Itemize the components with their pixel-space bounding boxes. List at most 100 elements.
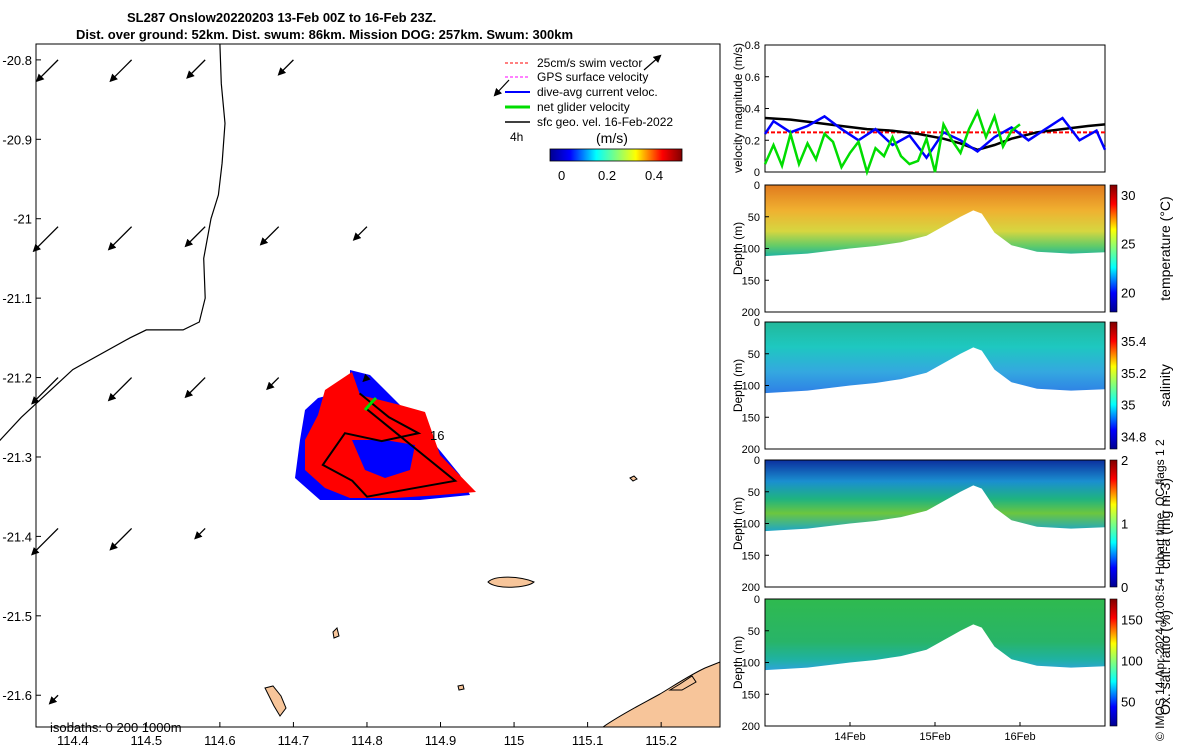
sfc-geo-vector	[259, 226, 280, 246]
profile-field	[765, 185, 1105, 257]
sfc-geo-vector	[48, 694, 59, 705]
profile-y-tick-label: 150	[742, 689, 760, 701]
profile-colorbar-tick: 150	[1121, 612, 1143, 627]
map-y-tick-label: -21.5	[2, 609, 32, 624]
velocity-y-tick-label: 0.6	[745, 72, 760, 84]
swim-vectors	[305, 372, 476, 498]
sfc-geo-vector	[362, 373, 371, 383]
map-x-tick-labels: 114.4 114.5 114.6 114.7 114.8 114.9 115 115.1 11…	[57, 722, 677, 748]
profile-ylabel: Depth (m)	[731, 497, 745, 550]
sfc-geo-vector	[277, 59, 294, 76]
profile-x-tick-label: 14Feb	[834, 731, 865, 743]
profile-y-tick-label: 200	[742, 582, 760, 594]
profile-ylabel: Depth (m)	[731, 359, 745, 412]
profile-colorbar-label: Ox. sat. ratio (%)	[1157, 610, 1173, 715]
profile-y-tick-label: 50	[748, 487, 760, 499]
glider-track-line	[321, 392, 458, 498]
profile-y-tick-label: 100	[742, 381, 760, 393]
profile-colorbar-tick: 0	[1121, 580, 1128, 595]
profile-y-tick-label: 200	[742, 721, 760, 733]
velocity-y-ticks: 0 0.2 0.4 0.6 0.8	[745, 40, 769, 179]
sfc-geo-vector	[32, 226, 59, 253]
coastline	[0, 43, 226, 442]
profile-colorbar	[1109, 321, 1118, 450]
profile-y-tick-label: 50	[748, 626, 760, 638]
sfc-geo-vector	[31, 527, 59, 556]
legend-swim: 25cm/s swim vector	[537, 56, 642, 70]
legend-geo: sfc geo. vel. 16-Feb-2022	[537, 115, 673, 129]
profile-y-tick-label: 100	[742, 244, 760, 256]
sfc-geo-vector	[186, 59, 206, 79]
sfc-geo-vector	[31, 377, 59, 405]
profile-y-tick-label: 50	[748, 349, 760, 361]
velocity-panel: 0 0.2 0.4 0.6 0.8 velocity magnitude (m/s)	[731, 40, 1107, 179]
profile-y-tick-label: 0	[754, 594, 760, 606]
sfc-geo-vector	[35, 59, 59, 83]
map-y-tick-label: -20.9	[2, 132, 32, 147]
profile-x-tick-label: 15Feb	[919, 731, 950, 743]
velocity-y-tick-label: 0.2	[745, 135, 760, 147]
map-y-tick-labels: -20.8 -20.9 -21 -21.1 -21.2 -21.3 -21.4 -21.5 -2…	[2, 53, 41, 703]
profile-panel-2: 0 50 100 150 200 Depth (m) 0 1 2 chl-a (mg m-3)	[731, 453, 1173, 595]
sfc-geo-vectors	[31, 59, 371, 705]
profile-colorbar-tick: 50	[1121, 694, 1135, 709]
net-glider-velocity	[363, 396, 378, 411]
profile-x-tick-label: 16Feb	[1004, 731, 1035, 743]
glider-track-group: 16	[295, 370, 476, 500]
profile-y-tick-label: 150	[742, 550, 760, 562]
profile-ylabel: Depth (m)	[731, 222, 745, 275]
map-panel: 16 114.4 114.5 114.6 114.7 114.8 114.9 115 115.…	[0, 43, 721, 748]
velocity-series	[763, 108, 1107, 177]
profile-y-tick-label: 150	[742, 275, 760, 287]
velocity-y-tick-label: 0	[754, 167, 760, 179]
sfc-geo-vector	[109, 59, 133, 83]
map-x-tick-label: 114.4	[57, 733, 89, 748]
map-x-tick-label: 115.2	[645, 733, 677, 748]
profile-colorbar-tick: 34.8	[1121, 429, 1146, 444]
profile-y-tick-label: 0	[754, 317, 760, 329]
sfc-geo-vector	[107, 377, 133, 402]
map-x-tick-label: 114.5	[131, 733, 163, 748]
map-legend: 25cm/s swim vector GPS surface velocity …	[493, 54, 673, 144]
velocity-y-tick-label: 0.4	[745, 104, 760, 116]
velocity-series-line	[763, 114, 1107, 160]
profile-colorbar-tick: 100	[1121, 653, 1143, 668]
legend-gps: GPS surface velocity	[537, 70, 648, 84]
map-y-tick-label: -21	[13, 212, 32, 227]
map-y-tick-label: -21.2	[2, 371, 32, 386]
profile-colorbar	[1109, 598, 1118, 727]
islands	[264, 475, 721, 728]
track-end-label: 16	[430, 428, 444, 443]
profile-colorbar-tick: 35.2	[1121, 366, 1146, 381]
profile-colorbar-tick: 25	[1121, 237, 1135, 252]
map-x-tick-label: 114.6	[204, 733, 236, 748]
profile-colorbar-tick: 20	[1121, 285, 1135, 300]
chart-title-line2: Dist. over ground: 52km. Dist. swum: 86k…	[76, 27, 574, 42]
map-x-tick-label: 114.8	[351, 733, 383, 748]
profile-colorbar-label: temperature (°C)	[1157, 196, 1173, 300]
sfc-geo-vector	[194, 527, 206, 540]
profile-colorbar-tick: 30	[1121, 188, 1135, 203]
profile-y-tick-label: 0	[754, 180, 760, 192]
profile-y-tick-label: 200	[742, 444, 760, 456]
corner-vector	[643, 54, 662, 71]
sfc-geo-vector	[109, 527, 133, 551]
profile-ylabel: Depth (m)	[731, 636, 745, 689]
profile-colorbar-label: salinity	[1157, 364, 1173, 407]
profile-y-tick-label: 150	[742, 412, 760, 424]
velocity-ylabel: velocity magnitude (m/s)	[731, 43, 745, 173]
legend-dive-avg: dive-avg current veloc.	[537, 85, 658, 99]
legend-time-label: 4h	[510, 130, 523, 144]
map-x-tick-label: 114.9	[425, 733, 457, 748]
profile-colorbar	[1109, 459, 1118, 588]
map-y-tick-label: -20.8	[2, 53, 32, 68]
map-y-tick-label: -21.6	[2, 688, 32, 703]
colorbar-unit-label: (m/s)	[596, 130, 628, 146]
profile-colorbar-tick: 2	[1121, 453, 1128, 468]
profile-colorbar-tick: 35.4	[1121, 334, 1146, 349]
map-x-tick-label: 114.7	[278, 733, 310, 748]
sfc-geo-vector	[184, 226, 206, 248]
profile-y-tick-label: 100	[742, 658, 760, 670]
